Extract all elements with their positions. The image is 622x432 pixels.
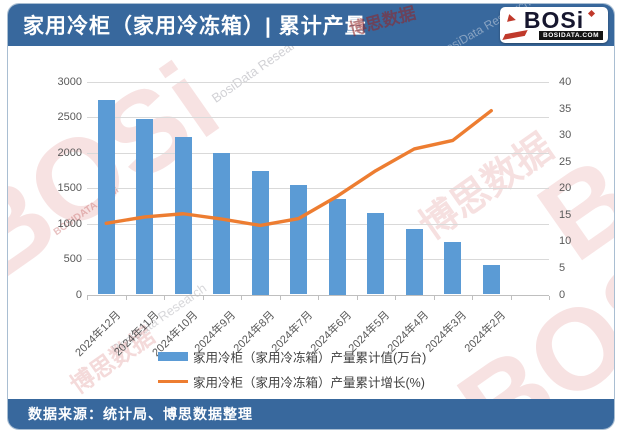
bar-2024年9月 xyxy=(213,152,231,295)
page-title: 家用冷柜（家用冷冻箱）| 累计产量 xyxy=(23,15,367,38)
logo-domain-text: BOSIDATA.COM xyxy=(539,31,603,40)
legend-swatch-bars xyxy=(158,352,188,361)
data-source-text: 数据来源：统计局、博思数据整理 xyxy=(28,406,253,422)
x-axis-tick xyxy=(510,295,512,300)
footer-bar: 数据来源：统计局、博思数据整理 xyxy=(8,399,614,429)
x-axis-tick xyxy=(395,295,396,300)
x-axis-tick xyxy=(433,295,435,300)
right-axis-tick-label: 10 xyxy=(559,235,572,248)
gridline xyxy=(87,223,549,225)
bar-2024年10月 xyxy=(174,136,192,295)
x-axis-tick xyxy=(472,295,473,300)
right-axis-tick-label: 25 xyxy=(559,155,572,168)
bosi-logo: BOSi BOSIDATA.COM xyxy=(500,7,608,43)
right-axis-tick-label: 5 xyxy=(559,261,566,274)
report-card: 家用冷柜（家用冷冻箱）| 累计产量 博思数据 BosiData Research… xyxy=(7,3,615,430)
x-axis-tick xyxy=(318,295,319,300)
right-axis-tick-label: 20 xyxy=(559,182,572,195)
left-axis-tick-label: 1000 xyxy=(57,217,82,230)
x-axis-tick xyxy=(241,295,242,300)
logo-brand-text: BOSi xyxy=(523,7,585,33)
right-axis-tick-label: 40 xyxy=(559,76,572,88)
bar-2024年5月 xyxy=(367,213,385,295)
x-axis-line xyxy=(87,294,549,296)
chart-panel: BOSi BOSi BOSi BosiData Research 博思数据 BO… xyxy=(8,46,614,399)
x-axis-tick xyxy=(202,295,204,300)
x-axis-label: 2024年2月 xyxy=(462,308,508,355)
right-axis-tick-label: 15 xyxy=(559,208,572,221)
legend-label-bars: 家用冷柜（家用冷冻箱）产量累计值(万台) xyxy=(193,351,427,365)
legend-label-line: 家用冷柜（家用冷冻箱）产量累计增长(%) xyxy=(193,376,425,390)
bar-2024年7月 xyxy=(290,185,308,295)
bar-2024年3月 xyxy=(444,242,462,295)
x-axis-tick xyxy=(164,295,165,300)
x-axis-tick xyxy=(279,295,281,300)
right-axis-tick-label: 35 xyxy=(559,102,572,115)
left-axis-tick-label: 3000 xyxy=(57,76,82,88)
bar-2024年11月 xyxy=(136,118,154,295)
legend-item-bars: 家用冷柜（家用冷冻箱）产量累计值(万台) xyxy=(158,347,426,366)
x-axis-tick xyxy=(356,295,358,300)
right-axis-tick-label: 0 xyxy=(559,288,566,301)
bar-2024年12月 xyxy=(97,99,115,295)
gridline xyxy=(87,152,549,154)
left-axis-tick-label: 500 xyxy=(63,253,82,266)
left-axis-tick-label: 2000 xyxy=(57,146,82,159)
chart-area: 0 500 1000 1500 2000 2500 3000 0 5 10 15 20 25 30 35 40… xyxy=(8,46,614,399)
legend-item-line: 家用冷柜（家用冷冻箱）产量累计增长(%) xyxy=(158,372,425,391)
bar-2024年6月 xyxy=(328,198,346,295)
gridline xyxy=(87,82,549,83)
left-axis-tick-label: 0 xyxy=(75,288,82,301)
x-axis-tick xyxy=(549,295,550,300)
x-axis-tick xyxy=(125,295,127,300)
legend-swatch-line xyxy=(158,380,188,383)
gridline xyxy=(87,117,549,119)
bar-2024年4月 xyxy=(405,228,423,295)
right-axis-tick-label: 30 xyxy=(559,129,572,142)
gridline xyxy=(87,188,549,190)
bar-2024年2月 xyxy=(482,265,500,295)
left-axis-tick-label: 2500 xyxy=(57,111,82,124)
left-axis-tick-label: 1500 xyxy=(57,182,82,195)
header-bar: 家用冷柜（家用冷冻箱）| 累计产量 博思数据 BosiData Research… xyxy=(8,4,614,59)
x-axis-tick xyxy=(87,295,88,300)
gridline xyxy=(87,259,549,261)
bar-2024年8月 xyxy=(251,171,269,295)
